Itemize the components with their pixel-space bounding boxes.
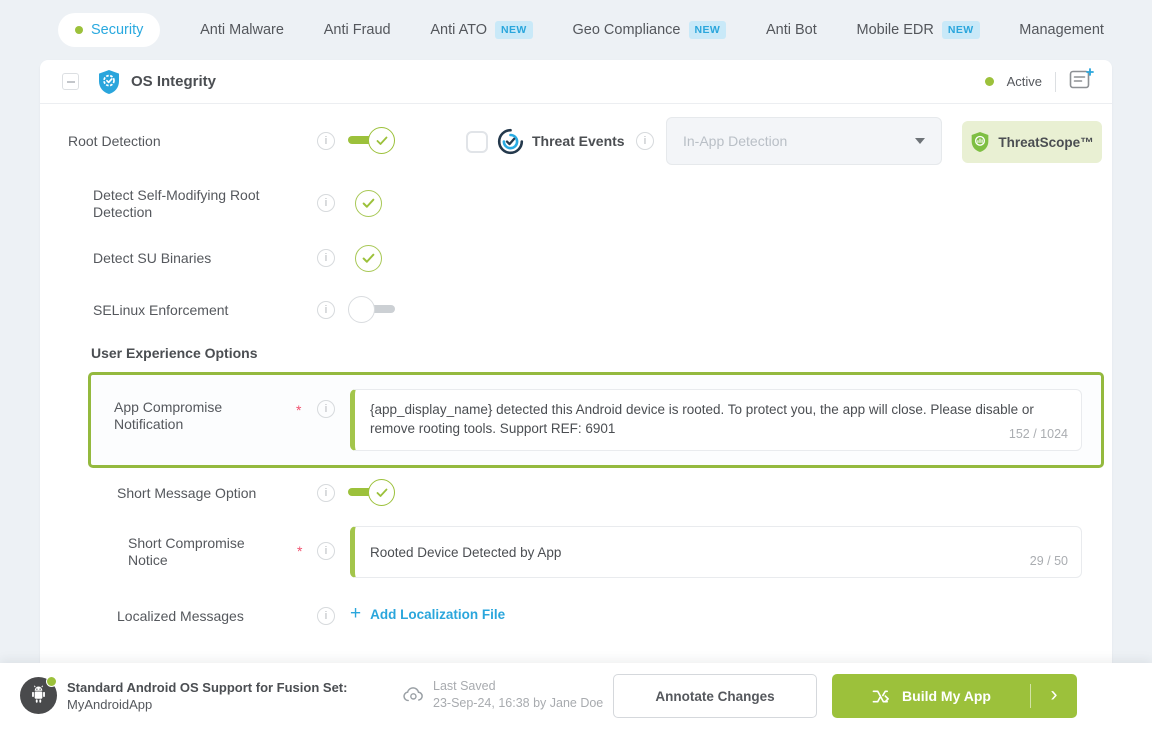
- tab-label: Anti ATO: [430, 22, 488, 38]
- detect-self-modifying-check[interactable]: [355, 190, 382, 217]
- panel-header: OS Integrity Active: [40, 60, 1112, 104]
- build-footer: Standard Android OS Support for Fusion S…: [0, 663, 1152, 729]
- tab-anti-malware[interactable]: Anti Malware: [200, 22, 284, 38]
- detect-su-binaries-check[interactable]: [355, 245, 382, 272]
- last-saved-value: 23-Sep-24, 16:38 by Jane Doe: [433, 696, 604, 710]
- annotate-changes-button[interactable]: Annotate Changes: [613, 674, 817, 718]
- info-icon[interactable]: [317, 400, 335, 418]
- panel-title: OS Integrity: [131, 73, 217, 90]
- short-message-option-label: Short Message Option: [117, 485, 257, 501]
- user-experience-options-header: User Experience Options: [91, 345, 258, 361]
- last-saved-label: Last Saved: [433, 679, 496, 693]
- detect-su-binaries-label: Detect SU Binaries: [93, 250, 212, 266]
- last-saved-info: Last Saved 23-Sep-24, 16:38 by Jane Doe: [433, 678, 603, 712]
- tab-security[interactable]: Security: [58, 13, 161, 47]
- top-nav: Security Anti Malware Anti Fraud Anti AT…: [58, 11, 1104, 49]
- tab-mobile-edr[interactable]: Mobile EDR NEW: [856, 21, 980, 39]
- app-compromise-highlight-box: App Compromise Notification {app_display…: [88, 372, 1104, 468]
- char-counter: 29 / 50: [1029, 554, 1068, 568]
- os-integrity-shield-icon: [97, 69, 121, 95]
- build-my-app-label: Build My App: [902, 688, 991, 704]
- info-icon[interactable]: [317, 132, 335, 150]
- detect-self-modifying-label: Detect Self-Modifying Root Detection: [93, 187, 260, 220]
- tab-label: Geo Compliance: [572, 22, 681, 38]
- threat-events-dropdown[interactable]: In-App Detection: [666, 117, 942, 165]
- add-localization-file-link[interactable]: Add Localization File: [350, 606, 505, 622]
- new-badge: NEW: [688, 21, 727, 39]
- tab-anti-fraud[interactable]: Anti Fraud: [324, 22, 391, 38]
- status-dot-icon: [984, 77, 994, 86]
- divider: [1055, 71, 1056, 92]
- collapse-panel-button[interactable]: [62, 73, 79, 90]
- tab-label: Anti Fraud: [323, 22, 391, 38]
- info-icon[interactable]: [317, 249, 335, 267]
- add-localization-file-label: Add Localization File: [370, 606, 506, 622]
- tab-label: Anti Malware: [200, 22, 284, 38]
- short-message-toggle[interactable]: [348, 479, 395, 506]
- app-compromise-textarea[interactable]: {app_display_name} detected this Android…: [350, 389, 1082, 451]
- chevron-down-icon: [915, 138, 925, 144]
- app-compromise-label: App Compromise Notification: [114, 399, 223, 432]
- info-icon[interactable]: [317, 607, 335, 625]
- new-badge: NEW: [495, 21, 533, 39]
- info-icon[interactable]: [317, 194, 335, 212]
- os-integrity-panel: OS Integrity Active Root Detection: [40, 60, 1112, 663]
- fuse-icon: [872, 689, 889, 703]
- root-detection-label: Root Detection: [68, 133, 161, 149]
- fusion-set-label: Standard Android OS Support for Fusion S…: [67, 680, 348, 695]
- tab-anti-bot[interactable]: Anti Bot: [766, 22, 817, 38]
- threatscope-shield-icon: [972, 132, 989, 152]
- char-counter: 152 / 1024: [1008, 427, 1068, 441]
- fusion-set-info: Standard Android OS Support for Fusion S…: [67, 679, 347, 713]
- chevron-right-icon[interactable]: [1031, 686, 1077, 707]
- last-saved-cloud-icon: [403, 686, 424, 708]
- threat-events-checkbox[interactable]: [466, 131, 488, 153]
- info-icon[interactable]: [317, 484, 335, 502]
- threat-events-icon: [497, 128, 524, 160]
- annotate-changes-label: Annotate Changes: [655, 688, 775, 704]
- tab-label: Mobile EDR: [856, 22, 934, 38]
- selinux-label: SELinux Enforcement: [93, 302, 229, 318]
- online-status-dot: [46, 676, 57, 687]
- info-icon[interactable]: [636, 132, 654, 150]
- tab-label: Anti Bot: [765, 22, 817, 38]
- textarea-value: {app_display_name} detected this Android…: [370, 402, 1034, 436]
- build-my-app-button[interactable]: Build My App: [832, 674, 1077, 718]
- selinux-toggle[interactable]: [348, 296, 395, 323]
- tab-anti-ato[interactable]: Anti ATO NEW: [430, 21, 533, 39]
- status-badge: Active: [1006, 74, 1042, 89]
- short-compromise-notice-label: Short Compromise Notice: [128, 535, 245, 568]
- check-icon: [368, 127, 395, 154]
- threatscope-label: ThreatScope™: [998, 134, 1094, 150]
- plus-icon: [350, 606, 361, 622]
- dropdown-value: In-App Detection: [683, 133, 788, 149]
- tab-geo-compliance[interactable]: Geo Compliance NEW: [573, 21, 727, 39]
- info-icon[interactable]: [317, 542, 335, 560]
- required-asterisk: [297, 543, 302, 559]
- threatscope-button[interactable]: ThreatScope™: [962, 121, 1102, 163]
- active-tab-dot-icon: [75, 26, 83, 34]
- tab-label: Management: [1019, 22, 1104, 38]
- add-note-icon[interactable]: [1069, 67, 1094, 96]
- required-asterisk: [296, 402, 301, 418]
- info-icon[interactable]: [317, 301, 335, 319]
- short-compromise-notice-input[interactable]: Rooted Device Detected by App 29 / 50: [350, 526, 1082, 578]
- tab-management[interactable]: Management: [1019, 22, 1104, 38]
- input-value: Rooted Device Detected by App: [370, 545, 562, 560]
- localized-messages-label: Localized Messages: [117, 608, 244, 624]
- new-badge: NEW: [941, 21, 980, 39]
- fusion-set-name: MyAndroidApp: [67, 697, 153, 712]
- root-detection-toggle[interactable]: [348, 127, 395, 154]
- tab-label: Security: [91, 22, 144, 38]
- threat-events-label: Threat Events: [532, 133, 625, 149]
- check-icon: [368, 479, 395, 506]
